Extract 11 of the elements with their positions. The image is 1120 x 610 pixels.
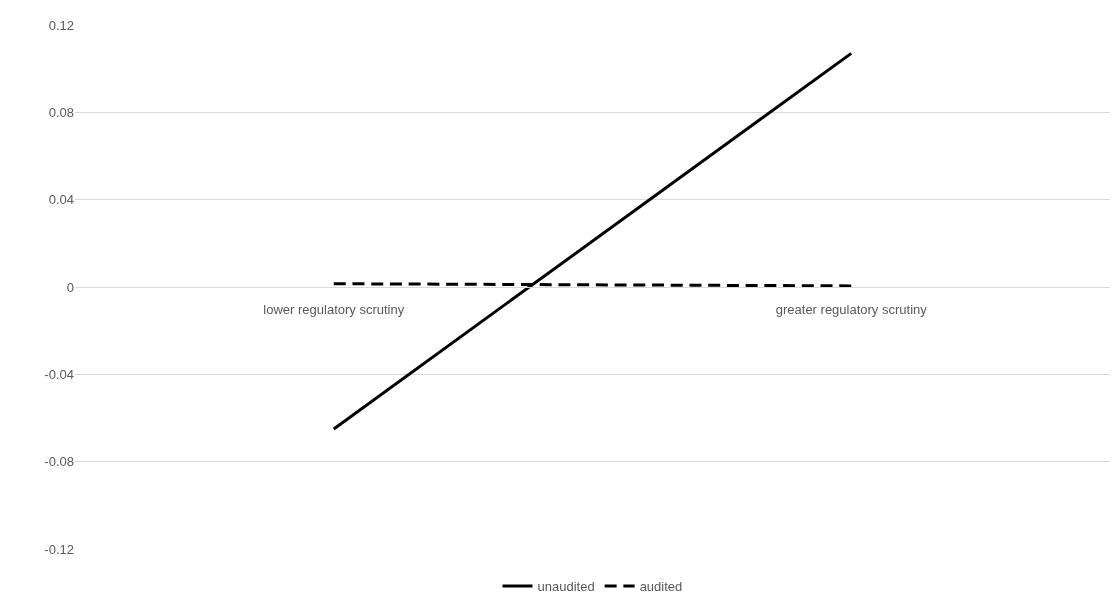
legend-label: unaudited xyxy=(537,579,595,595)
x-tick-label: lower regulatory scrutiny xyxy=(263,301,405,317)
y-tick-label: -0.12 xyxy=(44,541,74,557)
y-tick-label: -0.04 xyxy=(44,366,74,382)
y-tick-label: 0.12 xyxy=(48,17,74,33)
y-tick-label: 0.08 xyxy=(48,104,74,120)
y-tick-label: -0.08 xyxy=(44,454,74,470)
y-tick-label: 0.04 xyxy=(48,192,74,208)
legend-label: audited xyxy=(639,579,683,595)
y-tick-label: 0 xyxy=(66,279,74,295)
x-tick-label: greater regulatory scrutiny xyxy=(775,301,928,317)
